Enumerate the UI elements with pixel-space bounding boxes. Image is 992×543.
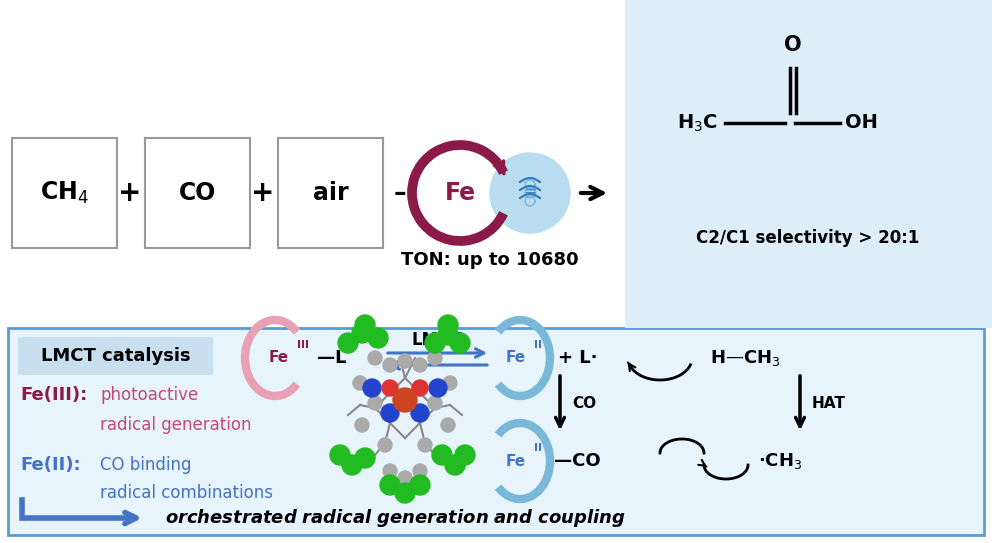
Text: Fe: Fe	[506, 453, 526, 469]
Circle shape	[355, 418, 369, 432]
Circle shape	[380, 475, 400, 495]
Circle shape	[441, 418, 455, 432]
Circle shape	[383, 358, 397, 372]
Text: Fe: Fe	[506, 350, 526, 365]
Circle shape	[382, 380, 398, 396]
Circle shape	[412, 380, 428, 396]
Circle shape	[455, 445, 475, 465]
Circle shape	[428, 396, 442, 410]
Circle shape	[411, 404, 429, 422]
Circle shape	[413, 358, 427, 372]
Circle shape	[490, 153, 570, 233]
Circle shape	[438, 315, 458, 335]
Bar	[8, 328, 984, 535]
Circle shape	[425, 333, 445, 353]
Circle shape	[355, 448, 375, 468]
Circle shape	[398, 354, 412, 368]
Text: III: III	[297, 340, 309, 350]
Circle shape	[383, 464, 397, 478]
Text: CO: CO	[179, 181, 216, 205]
Text: LMCT catalysis: LMCT catalysis	[42, 347, 190, 365]
Text: Fe(III):: Fe(III):	[20, 386, 87, 404]
Bar	[145, 138, 250, 248]
Text: ·CH$_3$: ·CH$_3$	[758, 451, 803, 471]
Text: —CO: —CO	[554, 452, 600, 470]
Text: –: –	[394, 181, 407, 205]
Text: Fe: Fe	[444, 181, 475, 205]
Text: O: O	[785, 35, 802, 55]
Text: —L: —L	[317, 349, 346, 367]
Circle shape	[378, 438, 392, 452]
Text: C2/C1 selectivity > 20:1: C2/C1 selectivity > 20:1	[696, 229, 920, 247]
Text: ≡: ≡	[523, 181, 537, 199]
Text: H—CH$_3$: H—CH$_3$	[710, 348, 781, 368]
Bar	[12, 138, 117, 248]
Circle shape	[413, 464, 427, 478]
Text: II: II	[534, 340, 542, 350]
Circle shape	[363, 379, 381, 397]
Text: CO binding: CO binding	[100, 456, 191, 474]
Text: $\bfit{orchestrated\ radical\ generation\ and\ coupling}$: $\bfit{orchestrated\ radical\ generation…	[165, 507, 626, 529]
Circle shape	[381, 404, 399, 422]
Circle shape	[353, 376, 367, 390]
Text: HAT: HAT	[812, 395, 846, 411]
Circle shape	[342, 455, 362, 475]
Circle shape	[438, 325, 458, 345]
Text: H$_3$C: H$_3$C	[678, 112, 718, 134]
Text: Fe: Fe	[269, 350, 289, 365]
Text: TON: up to 10680: TON: up to 10680	[401, 251, 578, 269]
Circle shape	[398, 471, 412, 485]
Text: air: air	[312, 181, 348, 205]
Circle shape	[393, 388, 417, 412]
Text: radical combinations: radical combinations	[100, 484, 273, 502]
Circle shape	[450, 333, 470, 353]
Circle shape	[429, 379, 447, 397]
Text: Fe(II):: Fe(II):	[20, 456, 80, 474]
Circle shape	[352, 323, 372, 343]
Circle shape	[330, 445, 350, 465]
Text: +: +	[251, 179, 275, 207]
Circle shape	[443, 376, 457, 390]
Text: + L·: + L·	[558, 349, 597, 367]
Circle shape	[355, 315, 375, 335]
Circle shape	[338, 333, 358, 353]
Text: LMCT: LMCT	[412, 331, 462, 349]
Circle shape	[410, 475, 430, 495]
Text: II: II	[534, 443, 542, 453]
Bar	[0, 0, 992, 328]
Circle shape	[432, 445, 452, 465]
Bar	[278, 138, 383, 248]
Text: CO: CO	[572, 395, 596, 411]
Text: +: +	[118, 179, 142, 207]
Text: photoactive: photoactive	[100, 386, 198, 404]
Bar	[18, 337, 213, 375]
Circle shape	[368, 396, 382, 410]
Circle shape	[368, 328, 388, 348]
Text: OH: OH	[845, 113, 878, 132]
Circle shape	[445, 455, 465, 475]
Bar	[625, 0, 992, 328]
Circle shape	[395, 483, 415, 503]
Circle shape	[418, 438, 432, 452]
Text: CH$_4$: CH$_4$	[40, 180, 89, 206]
Circle shape	[368, 351, 382, 365]
Text: radical generation: radical generation	[100, 416, 252, 434]
Circle shape	[428, 351, 442, 365]
